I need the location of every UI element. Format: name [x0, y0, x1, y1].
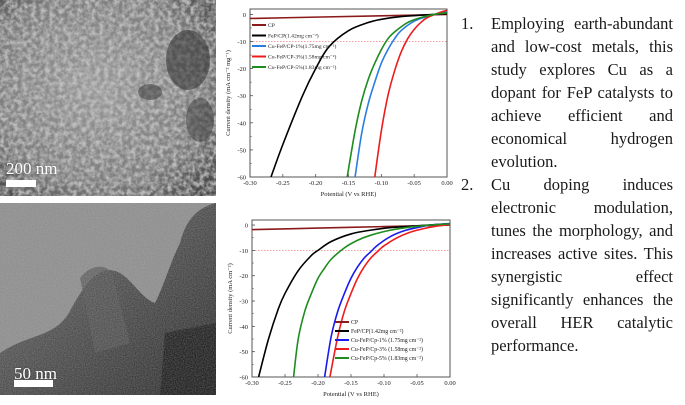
tem-scale-bar	[14, 380, 53, 387]
legend-label: Cu-FeP/Cp-1% (1.75mg cm⁻²)	[351, 337, 423, 344]
y-tick-label: -40	[237, 120, 246, 127]
y-axis-label: Current density (mA cm⁻²)	[227, 263, 234, 334]
x-tick-label: -0.20	[309, 180, 323, 187]
legend-label: Cu-FeP/CP-5%(1.83mg cm⁻²)	[268, 64, 336, 71]
point-number: 2.	[461, 175, 474, 194]
x-tick-label: -0.25	[276, 180, 290, 187]
x-tick-label: 0.00	[444, 380, 455, 387]
x-tick-label: -0.05	[410, 380, 424, 387]
x-tick-label: -0.20	[311, 380, 325, 387]
point-text: Employing earth-abundant and low-cost me…	[491, 14, 673, 171]
x-tick-label: -0.10	[375, 180, 389, 187]
series-line	[292, 223, 450, 377]
legend-label: FeP/CP(1.42mg cm⁻²)	[268, 33, 319, 40]
series-line	[323, 222, 450, 377]
y-tick-label: -10	[239, 248, 248, 255]
series-line	[329, 223, 450, 377]
plot-frame	[249, 8, 448, 178]
x-tick-label: -0.30	[243, 180, 257, 187]
x-tick-label: -0.30	[245, 380, 259, 387]
x-tick-label: 0.00	[441, 180, 452, 187]
sem-texture	[0, 0, 216, 196]
x-tick-label: -0.25	[278, 380, 292, 387]
summary-point-1: 1. Employing earth-abundant and low-cost…	[461, 12, 673, 173]
summary-points: 1. Employing earth-abundant and low-cost…	[461, 0, 673, 357]
series-line	[373, 9, 447, 177]
tem-scale-label: 50 nm	[14, 364, 57, 383]
legend-label: Cu-FeP/Cp-5% (1.83mg cm⁻²)	[351, 355, 423, 362]
tem-texture	[0, 203, 216, 395]
y-tick-label: -50	[237, 147, 246, 154]
plot-frame	[251, 219, 451, 378]
legend-label: Cu-FeP/Cp-3% (1.58mg cm⁻²)	[351, 346, 423, 353]
sem-scale-bar	[6, 180, 36, 187]
y-tick-label: -20	[237, 66, 246, 73]
lsv-chart-bottom: 0 -10 -20 -30 -40 -50 -60 -0.30 -0.25 -0.20 -0.15 -…	[222, 204, 458, 400]
sem-micrograph: 200 nm	[0, 0, 216, 196]
y-tick-label: 0	[245, 223, 248, 230]
summary-point-2: 2. Cu doping induces electronic modulati…	[461, 173, 673, 357]
y-tick-label: -20	[239, 273, 248, 280]
x-tick-label: -0.05	[407, 180, 421, 187]
x-tick-label: -0.15	[344, 380, 358, 387]
legend-label: CP	[351, 320, 358, 326]
legend-label: Cu-FeP/CP-3%(1.58mg cm⁻²)	[268, 54, 336, 61]
legend-label: CP	[268, 23, 275, 29]
x-axis-label: Potential (V vs RHE)	[323, 391, 379, 398]
legend-label: FeP/CP(1.42mg cm⁻²)	[351, 328, 404, 335]
y-tick-label: -60	[239, 375, 248, 382]
y-axis-label: Current density (mA cm⁻² mg⁻¹)	[225, 50, 232, 136]
x-tick-label: -0.10	[377, 380, 391, 387]
y-tick-label: -60	[237, 175, 246, 182]
y-tick-label: -50	[239, 349, 248, 356]
legend-label: Cu-FeP/CP-1%(1.75mg cm⁻²)	[268, 43, 336, 50]
y-tick-label: -40	[239, 324, 248, 331]
y-tick-label: -30	[239, 299, 248, 306]
x-axis-label: Potential (V vs RHE)	[321, 191, 377, 198]
series-line	[270, 12, 447, 177]
tem-micrograph: 50 nm	[0, 203, 216, 395]
point-number: 1.	[461, 14, 474, 33]
y-tick-label: 0	[243, 12, 246, 19]
series-line	[346, 11, 447, 177]
y-tick-label: -10	[237, 39, 246, 46]
sem-scale-label: 200 nm	[6, 159, 58, 178]
lsv-chart-bottom-svg: 0 -10 -20 -30 -40 -50 -60-0.30 -0.25 -0.20 -0.15 -…	[227, 219, 456, 398]
point-text: Cu doping induces electronic modulation,…	[491, 175, 673, 355]
lsv-chart-top: 0 -10 -20 -30 -40 -50 -60 -0.30 -0.25 -0.20 -0.15 -…	[222, 0, 458, 200]
y-tick-label: -30	[237, 93, 246, 100]
x-tick-label: -0.15	[342, 180, 356, 187]
lsv-chart-top-svg: 0 -10 -20 -30 -40 -50 -60-0.30 -0.25 -0.20 -0.15 -…	[225, 8, 453, 198]
